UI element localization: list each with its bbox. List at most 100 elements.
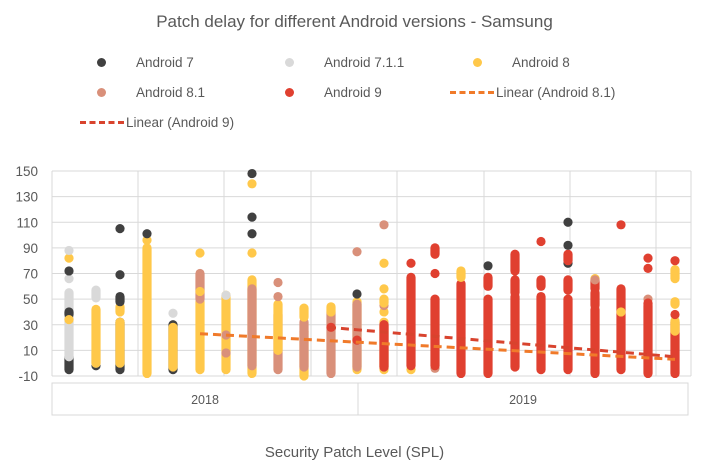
- legend-label: Android 8: [512, 55, 570, 70]
- data-point-cluster: [670, 316, 680, 336]
- data-point-cluster: [563, 294, 573, 375]
- x-axis-categories: 2018 2019: [51, 382, 689, 416]
- data-point: [379, 307, 389, 317]
- legend-item-android-7-1-1: Android 7.1.1: [285, 55, 404, 70]
- data-point-cluster: [670, 297, 680, 309]
- data-point: [616, 307, 626, 317]
- data-point: [352, 289, 362, 299]
- data-point-cluster: [115, 317, 125, 368]
- data-point: [195, 286, 205, 297]
- data-point: [64, 315, 74, 325]
- data-point-cluster: [510, 275, 520, 298]
- data-point-cluster: [430, 294, 440, 371]
- data-point: [64, 266, 74, 276]
- legend-item-android-7: Android 7: [97, 55, 194, 70]
- data-point: [643, 253, 653, 263]
- data-point-cluster: [536, 291, 546, 375]
- marker-icon: [97, 58, 106, 67]
- data-point-cluster: [510, 291, 520, 372]
- data-points: [64, 168, 680, 381]
- data-point-cluster: [64, 288, 74, 362]
- data-point: [483, 261, 493, 271]
- data-point: [616, 220, 626, 230]
- legend-item-android-8: Android 8: [473, 55, 570, 70]
- data-point: [406, 258, 416, 268]
- data-point-cluster: [563, 275, 573, 295]
- data-point: [221, 348, 231, 358]
- legend: Android 7 Android 7.1.1 Android 8 Androi…: [0, 50, 709, 140]
- trendline: [327, 325, 676, 359]
- data-point-cluster: [326, 302, 336, 317]
- y-axis: 150 130 110 90 70 50 30 10 -10: [15, 164, 38, 384]
- data-point: [64, 245, 74, 256]
- data-point: [247, 248, 257, 258]
- y-tick-label: 150: [15, 164, 38, 179]
- data-point: [195, 248, 205, 258]
- x-category-label: 2018: [191, 393, 219, 407]
- data-point-cluster: [590, 288, 600, 311]
- y-tick-label: -10: [18, 369, 38, 384]
- dashed-line-icon: [80, 121, 124, 124]
- data-point-cluster: [643, 298, 653, 309]
- y-tick-label: 110: [16, 215, 38, 230]
- legend-item-android-9: Android 9: [285, 85, 382, 100]
- data-point: [64, 274, 74, 284]
- data-point-cluster: [643, 300, 653, 379]
- data-point-cluster: [536, 275, 546, 291]
- legend-item-linear-android-9: Linear (Android 9): [80, 115, 234, 130]
- data-point: [273, 291, 283, 302]
- data-point-cluster: [670, 265, 680, 284]
- data-point: [221, 290, 231, 300]
- data-point-cluster: [273, 299, 283, 355]
- data-point-cluster: [616, 284, 626, 375]
- data-point-cluster: [195, 268, 205, 304]
- data-point-cluster: [115, 291, 125, 307]
- data-point-cluster: [142, 243, 152, 379]
- data-point-cluster: [326, 307, 336, 379]
- data-point-cluster: [406, 272, 416, 371]
- data-point: [643, 263, 653, 273]
- dashed-line-icon: [450, 91, 494, 94]
- data-point: [115, 224, 125, 234]
- data-point: [563, 217, 573, 227]
- data-point: [247, 168, 257, 179]
- data-point: [115, 270, 125, 280]
- data-point: [247, 212, 257, 222]
- data-point-cluster: [456, 266, 466, 282]
- legend-label: Android 8.1: [136, 85, 206, 100]
- chart-title: Patch delay for different Android versio…: [156, 12, 553, 31]
- data-point-cluster: [195, 297, 205, 375]
- y-tick-label: 30: [23, 318, 38, 333]
- data-point-cluster: [91, 304, 101, 368]
- data-point-cluster: [299, 317, 309, 372]
- data-point-cluster: [483, 272, 493, 291]
- data-point: [142, 235, 152, 245]
- data-point: [247, 229, 257, 239]
- data-point-cluster: [563, 249, 573, 266]
- y-tick-label: 130: [15, 190, 38, 205]
- data-point-cluster: [456, 279, 466, 379]
- y-tick-label: 10: [23, 343, 38, 358]
- data-point-cluster: [91, 285, 101, 303]
- legend-label: Linear (Android 8.1): [496, 85, 616, 100]
- data-point: [247, 179, 257, 189]
- data-point: [590, 275, 600, 285]
- legend-label: Android 7.1.1: [324, 55, 405, 70]
- data-point: [670, 256, 680, 266]
- y-tick-label: 70: [23, 267, 38, 282]
- category-box: [51, 382, 689, 416]
- x-category-label: 2019: [509, 393, 537, 407]
- data-point: [430, 268, 440, 279]
- legend-item-linear-android-8-1: Linear (Android 8.1): [450, 85, 615, 100]
- marker-icon: [97, 88, 106, 97]
- data-point-cluster: [115, 302, 125, 317]
- data-point: [352, 247, 362, 257]
- trendline: [199, 332, 676, 361]
- data-point: [670, 309, 680, 320]
- data-point: [563, 240, 573, 250]
- marker-icon: [285, 58, 294, 67]
- data-point: [142, 229, 152, 239]
- data-point-cluster: [483, 294, 493, 379]
- data-point: [273, 277, 283, 288]
